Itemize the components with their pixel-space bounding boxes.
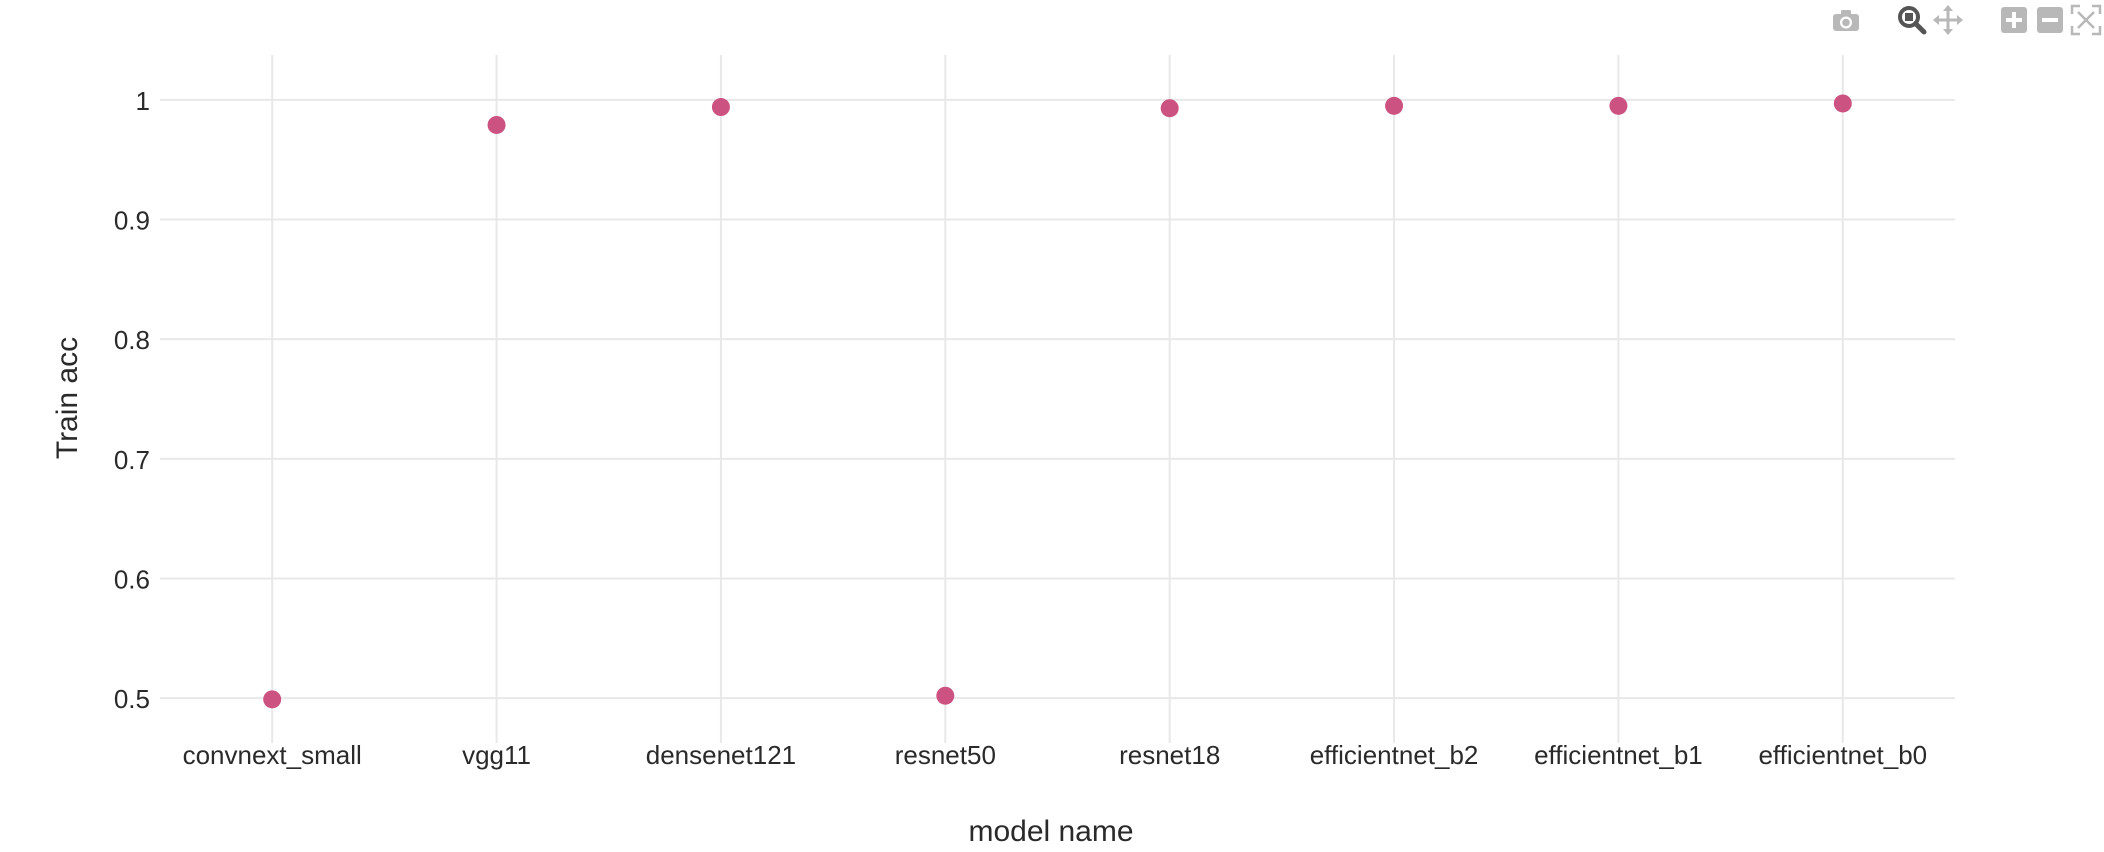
x-tick-label: resnet50: [895, 740, 996, 770]
x-tick-label: convnext_small: [183, 740, 362, 770]
y-tick-label: 1: [136, 86, 150, 116]
y-tick-label: 0.8: [114, 325, 150, 355]
x-tick-label: densenet121: [646, 740, 796, 770]
data-point[interactable]: [1609, 96, 1628, 115]
data-point[interactable]: [711, 98, 730, 117]
zoom-in-icon: [2001, 7, 2027, 33]
autoscale-icon: [2070, 4, 2102, 36]
zoom-icon: [1898, 6, 1927, 35]
x-tick-label: efficientnet_b1: [1534, 740, 1703, 770]
zoom-out-button[interactable]: [2032, 2, 2068, 38]
autoscale-button[interactable]: [2068, 2, 2104, 38]
y-tick-label: 0.7: [114, 445, 150, 475]
x-tick-labels: convnext_small vgg11 densenet121 resnet50 re…: [183, 740, 1928, 770]
y-tick-label: 0.5: [114, 684, 150, 714]
data-point[interactable]: [487, 115, 506, 134]
data-point[interactable]: [1160, 99, 1179, 118]
data-point[interactable]: [936, 686, 955, 705]
x-tick-label: vgg11: [462, 740, 531, 770]
modebar-group-drag: [1894, 2, 1966, 38]
zoom-button[interactable]: [1894, 2, 1930, 38]
pan-icon: [1933, 5, 1963, 35]
zoom-out-icon: [2037, 7, 2063, 33]
data-point[interactable]: [1385, 96, 1404, 115]
camera-icon: [1833, 10, 1859, 31]
y-tick-label: 0.9: [114, 206, 150, 236]
data-point[interactable]: [1833, 94, 1852, 113]
data-point[interactable]: [263, 690, 282, 709]
x-tick-label: efficientnet_b0: [1758, 740, 1927, 770]
x-gridlines: [271, 55, 1844, 743]
x-tick-label: resnet18: [1119, 740, 1220, 770]
data-points[interactable]: [263, 94, 1852, 709]
x-tick-label: efficientnet_b2: [1310, 740, 1479, 770]
camera-button[interactable]: [1828, 2, 1864, 38]
y-axis-label: Train acc: [51, 337, 84, 459]
x-axis-label: model name: [968, 815, 1133, 848]
y-tick-label: 0.6: [114, 564, 150, 594]
y-tick-labels: 0.5 0.6 0.7 0.8 0.9 1: [114, 86, 150, 714]
y-gridlines: [160, 98, 1955, 700]
modebar: [1798, 0, 2104, 40]
modebar-group-export: [1828, 2, 1864, 38]
modebar-group-zoom: [1996, 2, 2104, 38]
pan-button[interactable]: [1930, 2, 1966, 38]
zoom-in-button[interactable]: [1996, 2, 2032, 38]
